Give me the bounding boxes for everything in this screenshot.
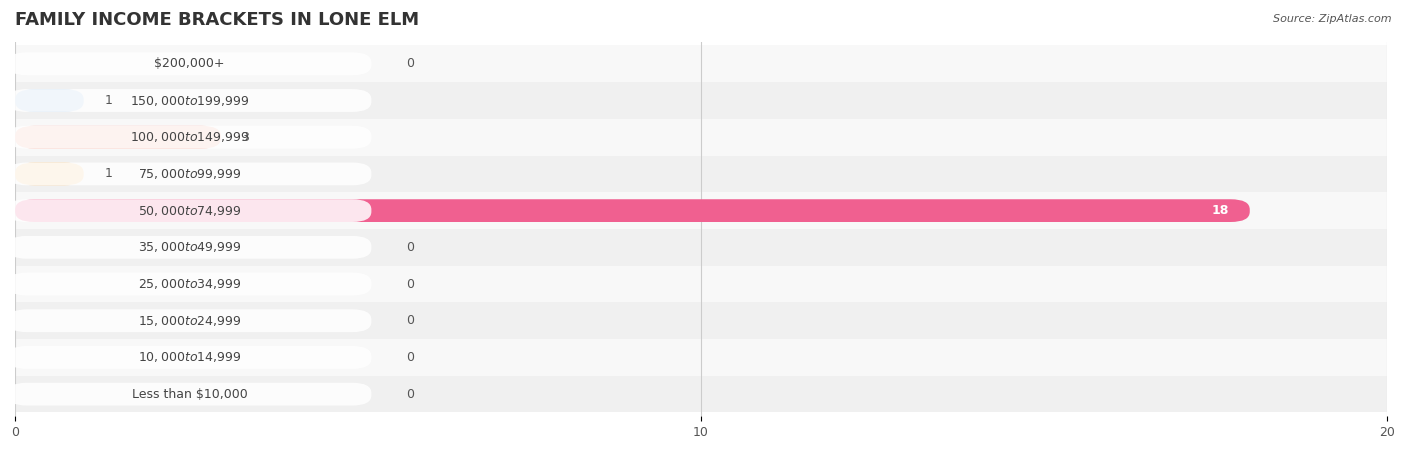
FancyBboxPatch shape (8, 52, 371, 75)
Text: $15,000 to $24,999: $15,000 to $24,999 (138, 314, 242, 328)
Text: 3: 3 (242, 130, 249, 144)
FancyBboxPatch shape (15, 199, 1250, 222)
Text: 0: 0 (406, 387, 415, 400)
FancyBboxPatch shape (8, 346, 371, 369)
FancyBboxPatch shape (8, 273, 371, 295)
Text: $50,000 to $74,999: $50,000 to $74,999 (138, 203, 242, 218)
Text: 1: 1 (104, 167, 112, 180)
FancyBboxPatch shape (8, 126, 371, 148)
Text: $75,000 to $99,999: $75,000 to $99,999 (138, 167, 242, 181)
Bar (15, 45, 1406, 82)
Text: 0: 0 (406, 57, 415, 70)
Text: $10,000 to $14,999: $10,000 to $14,999 (138, 351, 242, 364)
FancyBboxPatch shape (8, 309, 371, 332)
FancyBboxPatch shape (8, 199, 371, 222)
Text: 0: 0 (406, 278, 415, 291)
Bar (15, 376, 1406, 413)
FancyBboxPatch shape (8, 162, 371, 185)
Text: 1: 1 (104, 94, 112, 107)
FancyBboxPatch shape (15, 89, 84, 112)
Bar (15, 156, 1406, 192)
Text: $35,000 to $49,999: $35,000 to $49,999 (138, 240, 242, 254)
Text: 0: 0 (406, 351, 415, 364)
Bar (15, 302, 1406, 339)
Text: 0: 0 (406, 241, 415, 254)
FancyBboxPatch shape (8, 383, 371, 405)
FancyBboxPatch shape (15, 162, 84, 185)
Bar (15, 266, 1406, 302)
FancyBboxPatch shape (8, 236, 371, 259)
Text: $100,000 to $149,999: $100,000 to $149,999 (129, 130, 249, 144)
Text: $200,000+: $200,000+ (155, 57, 225, 70)
FancyBboxPatch shape (15, 126, 221, 148)
Text: 0: 0 (406, 314, 415, 327)
FancyBboxPatch shape (8, 89, 371, 112)
Text: $150,000 to $199,999: $150,000 to $199,999 (129, 94, 249, 108)
Bar (15, 119, 1406, 156)
Text: $25,000 to $34,999: $25,000 to $34,999 (138, 277, 242, 291)
Bar (15, 82, 1406, 119)
Bar (15, 192, 1406, 229)
Bar (15, 229, 1406, 266)
Text: Less than $10,000: Less than $10,000 (132, 387, 247, 400)
Text: FAMILY INCOME BRACKETS IN LONE ELM: FAMILY INCOME BRACKETS IN LONE ELM (15, 11, 419, 29)
Text: 18: 18 (1212, 204, 1229, 217)
Bar (15, 339, 1406, 376)
Text: Source: ZipAtlas.com: Source: ZipAtlas.com (1274, 14, 1392, 23)
